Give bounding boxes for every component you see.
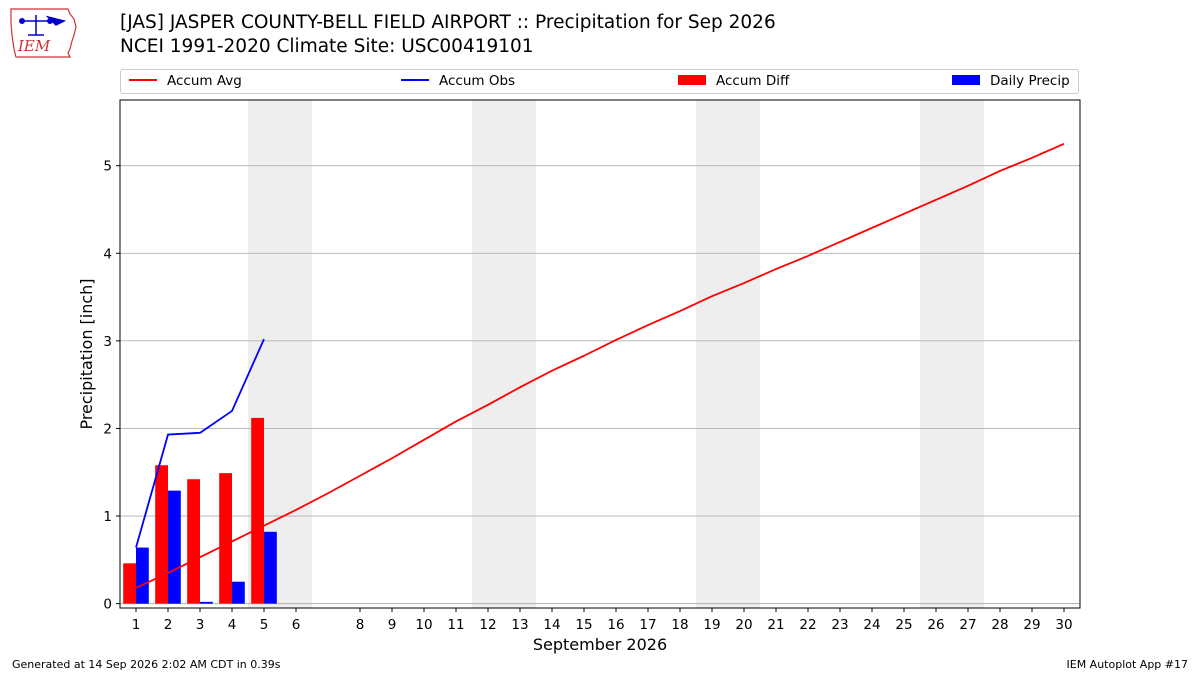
- app-credit: IEM Autoplot App #17: [1066, 658, 1189, 671]
- x-tick-label: 17: [639, 617, 656, 633]
- daily-precip-bar: [232, 581, 245, 604]
- accum-diff-bar: [219, 473, 232, 604]
- y-axis-label: Precipitation [inch]: [77, 278, 96, 429]
- legend-item-accum-obs: Accum Obs: [401, 73, 515, 89]
- accum-avg-line: [135, 142, 1065, 589]
- logo-text: IEM: [17, 37, 51, 55]
- x-tick-label: 23: [831, 617, 848, 633]
- y-tick-label: 4: [103, 246, 112, 262]
- legend-item-accum-diff: Accum Diff: [678, 73, 789, 89]
- x-tick-label: 10: [415, 617, 432, 633]
- legend-item-accum-avg: Accum Avg: [129, 73, 242, 89]
- x-tick-label: 24: [863, 617, 880, 633]
- x-tick-label: 15: [575, 617, 592, 633]
- x-tick-label: 18: [671, 617, 688, 633]
- y-tick-label: 2: [103, 421, 112, 437]
- x-tick-label: 6: [292, 617, 301, 633]
- chart-title: [JAS] JASPER COUNTY-BELL FIELD AIRPORT :…: [120, 12, 776, 33]
- accum-diff-bar: [187, 479, 200, 604]
- weather-station-icon: [19, 15, 67, 36]
- legend-swatch-accum-obs: [401, 79, 429, 81]
- y-tick-label: 1: [103, 509, 112, 525]
- daily-precip-bar: [264, 531, 277, 604]
- daily-precip-bar: [136, 547, 149, 604]
- iem-logo: IEM: [10, 8, 77, 58]
- chart-legend: Accum Avg Accum Obs Accum Diff Daily Pre…: [120, 69, 1079, 94]
- x-tick-label: 22: [799, 617, 816, 633]
- accum-diff-bar: [123, 563, 136, 604]
- x-tick-label: 14: [543, 617, 560, 633]
- y-tick-label: 3: [103, 334, 112, 350]
- accum-diff-bar: [251, 417, 264, 604]
- generated-timestamp: Generated at 14 Sep 2026 2:02 AM CDT in …: [12, 658, 281, 671]
- x-axis-label: September 2026: [533, 635, 667, 654]
- y-tick-label: 5: [103, 159, 112, 175]
- plot-frame: [119, 99, 1081, 609]
- iowa-outline-icon: [10, 8, 77, 58]
- weekend-band: [920, 100, 984, 608]
- x-tick-label: 5: [260, 617, 269, 633]
- x-tick-label: 8: [356, 617, 365, 633]
- x-tick-label: 25: [895, 617, 912, 633]
- legend-label-daily-precip: Daily Precip: [990, 73, 1070, 89]
- daily-precip-bar: [200, 601, 213, 604]
- x-tick-label: 16: [607, 617, 624, 633]
- x-tick-label: 21: [767, 617, 784, 633]
- x-tick-label: 12: [479, 617, 496, 633]
- x-tick-label: 19: [703, 617, 720, 633]
- weekend-band: [696, 100, 760, 608]
- legend-label-accum-avg: Accum Avg: [167, 73, 242, 89]
- daily-precip-bar: [168, 490, 181, 604]
- weekend-band: [472, 100, 536, 608]
- x-tick-label: 1: [132, 617, 141, 633]
- legend-swatch-accum-avg: [129, 79, 157, 81]
- x-tick-label: 29: [1023, 617, 1040, 633]
- x-tick-label: 28: [991, 617, 1008, 633]
- chart-subtitle: NCEI 1991-2020 Climate Site: USC00419101: [120, 36, 534, 57]
- legend-item-daily-precip: Daily Precip: [952, 73, 1070, 89]
- x-tick-label: 20: [735, 617, 752, 633]
- x-tick-label: 3: [196, 617, 205, 633]
- x-tick-label: 13: [511, 617, 528, 633]
- x-tick-label: 2: [164, 617, 173, 633]
- legend-label-accum-diff: Accum Diff: [716, 73, 790, 89]
- y-tick-label: 0: [103, 597, 112, 613]
- accum-obs-line: [135, 338, 265, 548]
- x-tick-label: 27: [959, 617, 976, 633]
- accum-diff-bar: [155, 465, 168, 604]
- x-tick-label: 4: [228, 617, 237, 633]
- x-tick-label: 11: [447, 617, 464, 633]
- legend-swatch-daily-precip: [952, 75, 980, 85]
- legend-label-accum-obs: Accum Obs: [439, 73, 516, 89]
- legend-swatch-accum-diff: [678, 75, 706, 85]
- x-tick-label: 9: [388, 617, 397, 633]
- x-tick-label: 26: [927, 617, 944, 633]
- x-tick-label: 30: [1055, 617, 1072, 633]
